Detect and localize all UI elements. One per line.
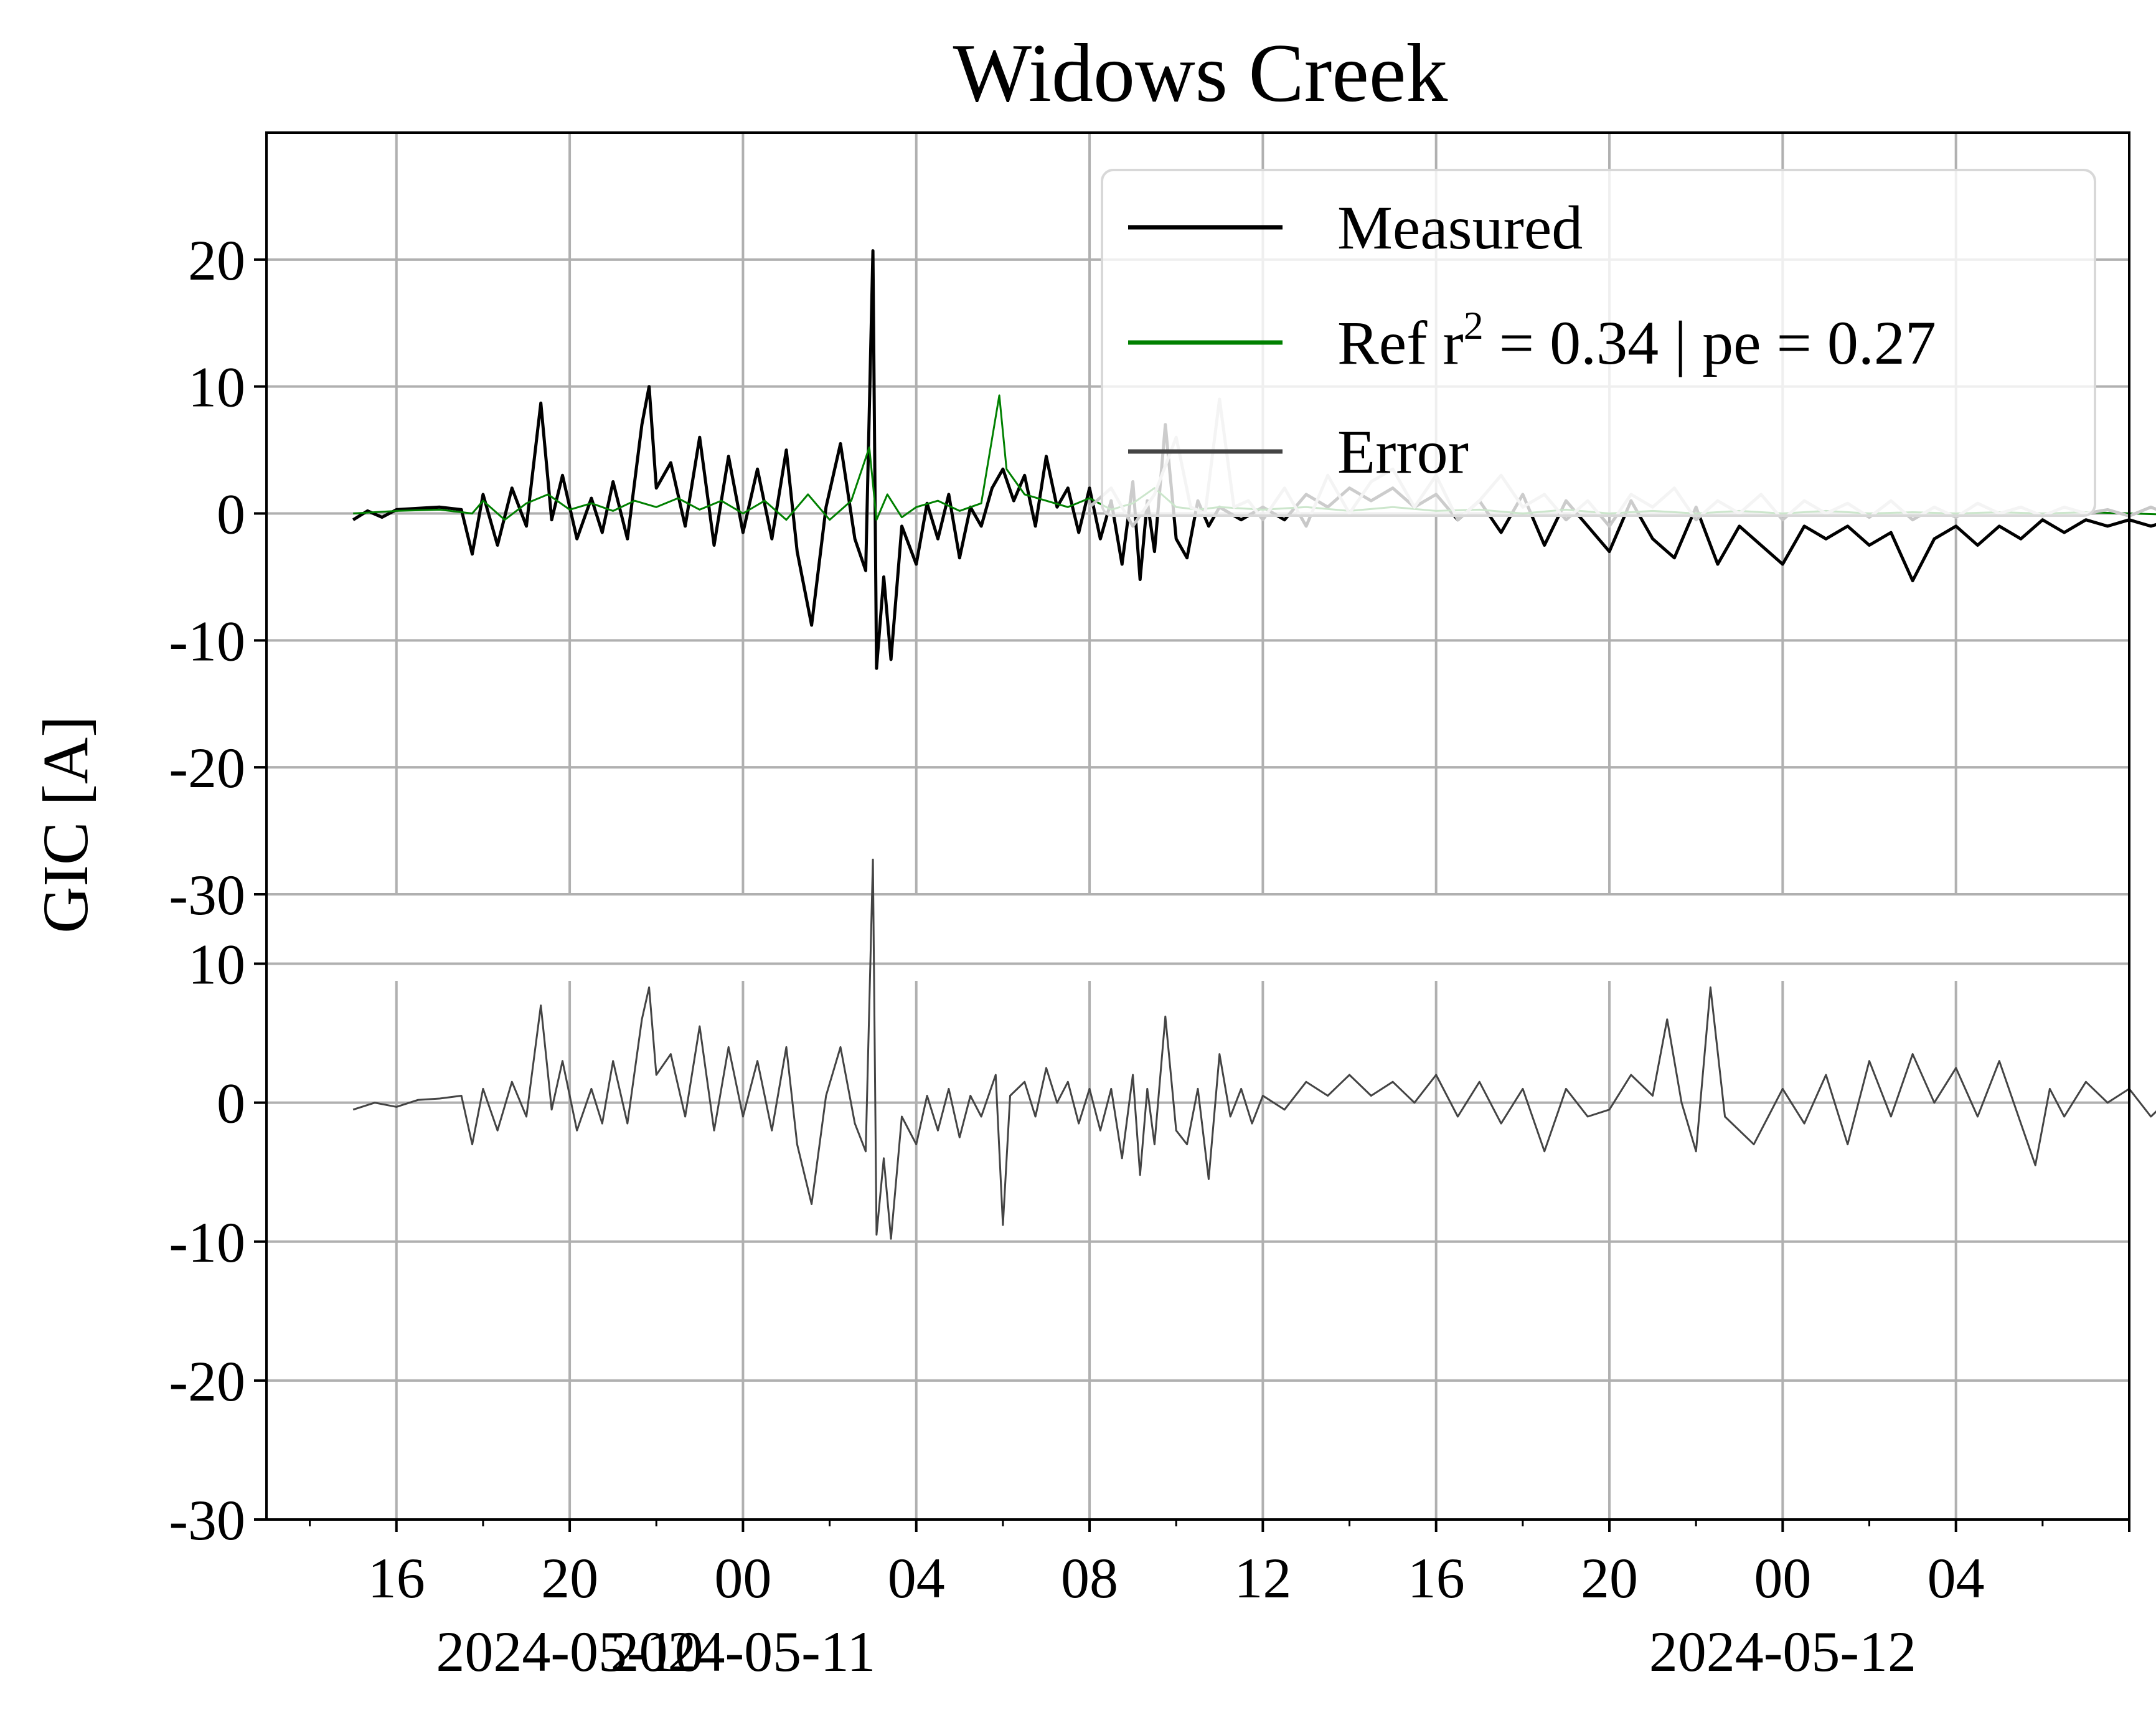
x-tick-label: 20 (1581, 1546, 1638, 1610)
y-tick-label: -30 (169, 1488, 245, 1552)
x-tick-label: 20 (541, 1546, 598, 1610)
y-ticks: -30 -20 -10 0 10 20 -30 -20 -10 0 10 (169, 229, 266, 1552)
legend: Measured Ref r2 = 0.34 | pe = 0.27 Error (1101, 169, 2096, 517)
x-tick-label: 08 (1061, 1546, 1118, 1610)
y-tick-label: -10 (169, 1211, 245, 1274)
x-tick-label: 12 (1234, 1546, 1291, 1610)
y-tick-label: -20 (169, 1349, 245, 1413)
x-date-label: 2024-05-11 (610, 1620, 875, 1683)
legend-box (1101, 169, 2096, 517)
x-tick-label: 00 (714, 1546, 771, 1610)
series-line-measured-top (352, 249, 2156, 670)
chart-title: Widows Creek (953, 27, 1448, 119)
y-tick-label: 0 (217, 1072, 245, 1135)
y-axis-label: GIC [A] (30, 716, 101, 933)
y-tick-label: -20 (169, 736, 245, 800)
legend-label: Error (1337, 417, 1469, 486)
y-tick-label: 10 (188, 933, 245, 996)
y-tick-label: 0 (217, 483, 245, 546)
axes-frame (265, 131, 2130, 1521)
y-tick-label: 10 (188, 356, 245, 419)
legend-label: Ref r2 = 0.34 | pe = 0.27 (1337, 303, 1936, 377)
x-tick-label: 16 (368, 1546, 425, 1610)
x-tick-label: 04 (888, 1546, 945, 1610)
x-date-label: 2024-05-10 (436, 1620, 703, 1683)
series-line-error-bottom (352, 858, 2156, 1240)
x-date-label: 2024-05-12 (1649, 1620, 1916, 1683)
y-tick-label: 20 (188, 229, 245, 292)
legend-label: Measured (1337, 193, 1583, 262)
x-ticks: 16 20 00 04 08 12 16 20 00 04 2024-05-102024-05-11… (309, 1520, 2130, 1683)
y-tick-label: -10 (169, 609, 245, 673)
x-tick-label: 04 (1928, 1546, 1985, 1610)
y-tick-label: -30 (169, 863, 245, 927)
x-tick-label: 00 (1754, 1546, 1811, 1610)
x-tick-label: 16 (1408, 1546, 1465, 1610)
